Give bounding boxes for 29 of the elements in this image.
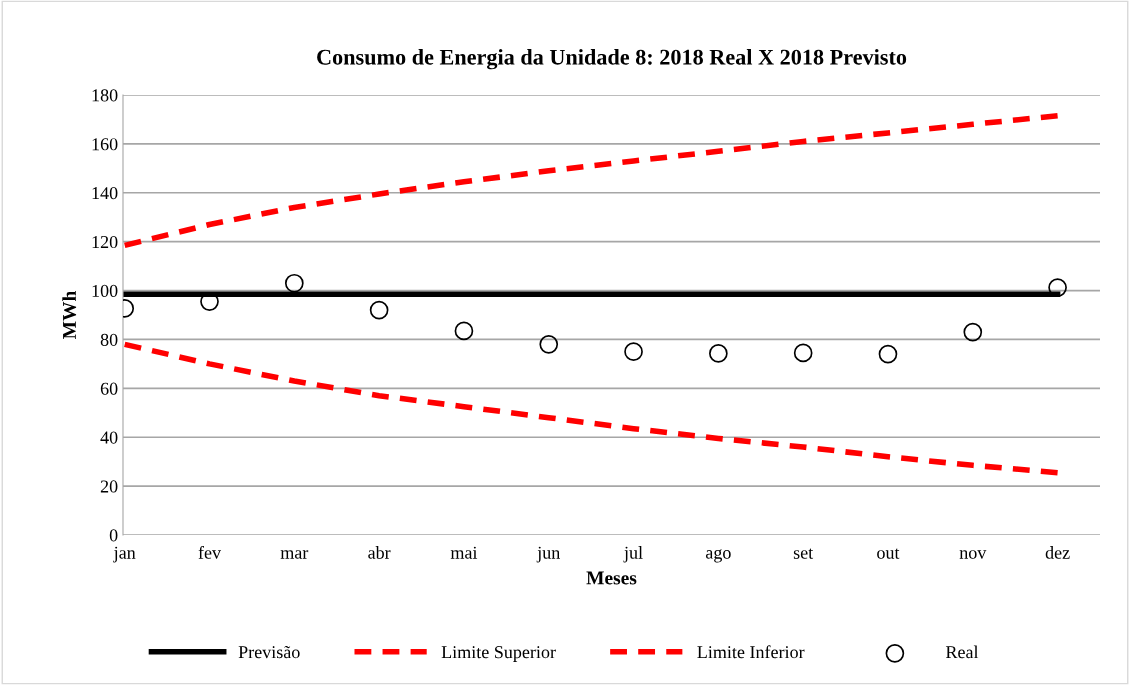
legend-label: Previsão bbox=[238, 645, 300, 659]
x-axis-title: Meses bbox=[586, 571, 637, 585]
x-tick-label: set bbox=[793, 548, 814, 559]
y-tick-label: 0 bbox=[109, 529, 118, 542]
x-tick-label: abr bbox=[368, 546, 391, 559]
x-tick-label: fev bbox=[198, 545, 222, 559]
chart-title: Consumo de Energia da Unidade 8: 2018 Real X 2018 Previsto bbox=[317, 49, 907, 70]
x-tick-label: nov bbox=[959, 550, 987, 559]
x-tick-label: ago bbox=[705, 549, 731, 563]
legend-label: Limite Superior bbox=[441, 646, 556, 662]
legend-label: Real bbox=[945, 645, 979, 659]
y-tick-label: 120 bbox=[92, 235, 118, 249]
x-tick-label: jan bbox=[113, 546, 136, 563]
y-tick-label: 80 bbox=[100, 333, 118, 346]
y-tick-label: 140 bbox=[92, 187, 118, 200]
x-tick-label: dez bbox=[1045, 546, 1070, 559]
y-tick-label: 40 bbox=[100, 431, 118, 444]
y-tick-label: 100 bbox=[92, 284, 118, 297]
y-tick-label: 60 bbox=[100, 382, 118, 395]
legend-label: Limite Inferior bbox=[697, 645, 805, 659]
x-tick-label: out bbox=[877, 548, 900, 559]
y-tick-label: 160 bbox=[92, 138, 118, 151]
x-tick-label: jul bbox=[623, 546, 643, 563]
y-axis-title: MWh bbox=[62, 290, 77, 339]
x-tick-label: mar bbox=[280, 550, 309, 559]
y-tick-label: 20 bbox=[100, 480, 118, 493]
x-tick-label: mai bbox=[450, 546, 478, 559]
y-tick-label: 180 bbox=[92, 89, 118, 102]
x-tick-label: jun bbox=[536, 546, 560, 563]
